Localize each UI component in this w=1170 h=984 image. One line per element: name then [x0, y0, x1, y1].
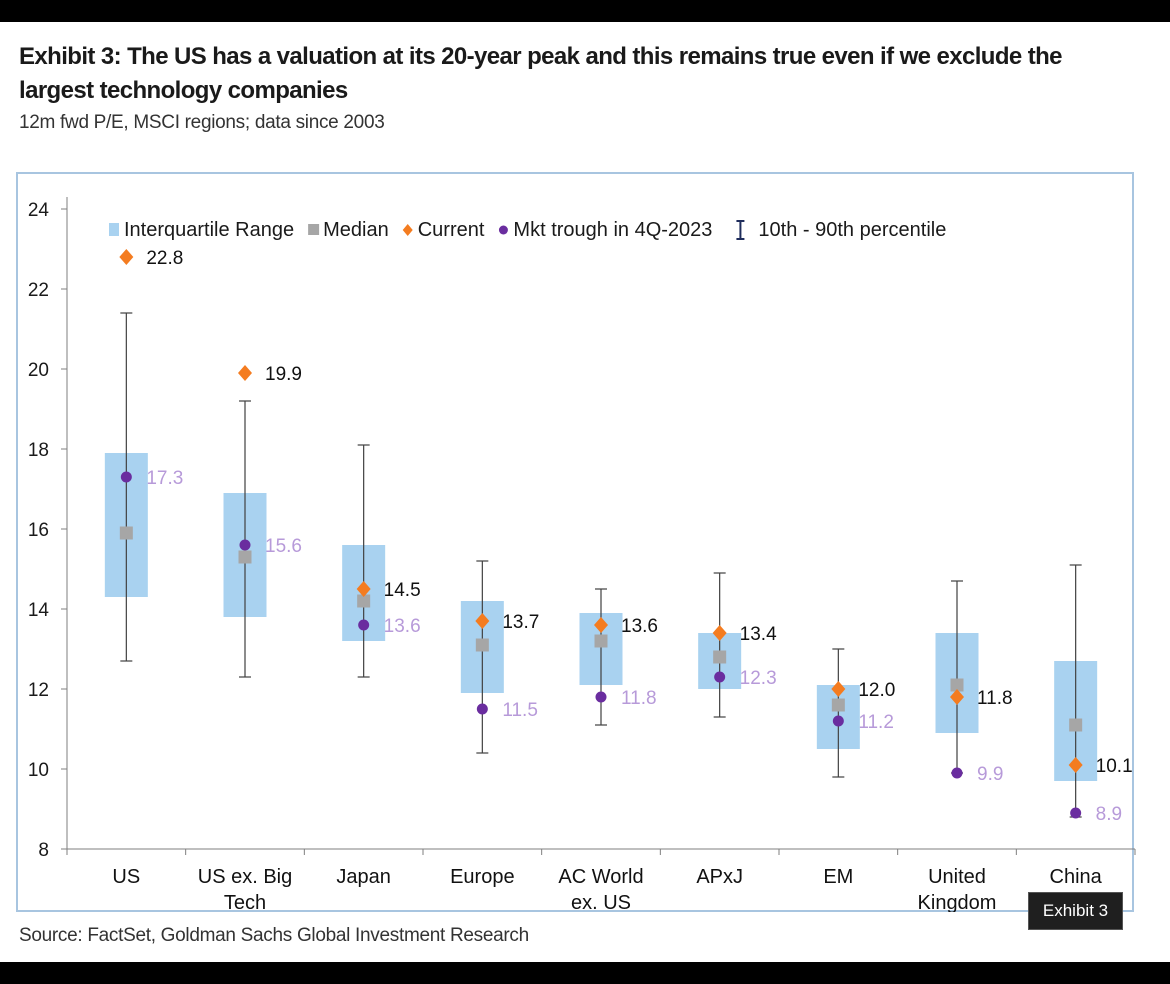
current-value-label: 13.6 — [621, 616, 658, 637]
y-tick-label: 12 — [28, 680, 49, 701]
trough-value-label: 11.5 — [502, 700, 538, 721]
current-marker — [831, 681, 846, 697]
category-label: US ex. Big — [198, 866, 292, 888]
current-value-label: 14.5 — [384, 580, 421, 601]
category-label: United — [928, 866, 986, 888]
y-tick-label: 22 — [28, 280, 49, 301]
median-marker — [1069, 718, 1083, 732]
legend-label-median: Median — [323, 219, 389, 241]
trough-marker — [714, 671, 726, 683]
trough-value-label: 9.9 — [977, 764, 1003, 785]
current-marker — [356, 581, 371, 597]
median-marker — [713, 650, 727, 664]
median-marker — [119, 526, 133, 540]
median-marker — [950, 678, 964, 692]
page: Exhibit 3: The US has a valuation at its… — [0, 22, 1170, 962]
current-value-label: 22.8 — [146, 248, 183, 269]
category-label: Japan — [336, 866, 391, 888]
current-marker — [594, 617, 608, 633]
y-tick-label: 18 — [28, 440, 49, 461]
category-label: APxJ — [696, 866, 743, 888]
trough-value-label: 11.8 — [621, 688, 657, 709]
y-tick-label: 14 — [28, 600, 50, 621]
legend-label-pct: 10th - 90th percentile — [758, 219, 946, 241]
current-value-label: 13.4 — [740, 624, 777, 645]
current-marker — [119, 249, 134, 265]
exhibit-title: Exhibit 3: The US has a valuation at its… — [19, 43, 1063, 104]
trough-value-label: 13.6 — [384, 616, 421, 637]
trough-value-label: 17.3 — [146, 468, 183, 489]
trough-marker — [951, 767, 963, 779]
trough-value-label: 8.9 — [1096, 804, 1122, 825]
current-marker — [1068, 757, 1083, 773]
median-marker — [831, 698, 845, 712]
category-label: China — [1050, 866, 1103, 888]
current-value-label: 11.8 — [977, 688, 1013, 709]
category-label: ex. US — [571, 892, 631, 912]
current-marker — [475, 613, 490, 629]
median-marker — [475, 638, 489, 652]
trough-value-label: 15.6 — [265, 536, 302, 557]
legend-current-swatch — [402, 224, 413, 236]
trough-marker — [476, 703, 488, 715]
y-tick-label: 24 — [28, 200, 50, 221]
chart-frame — [16, 172, 1134, 912]
exhibit-subtitle: 12m fwd P/E, MSCI regions; data since 20… — [19, 112, 385, 133]
current-marker — [950, 689, 964, 705]
trough-marker — [239, 539, 251, 551]
box-plot-chart: 8 10 12 14 16 18 20 22 24 22.8 17.3 US 19.9 15.6 US ex… — [28, 197, 1136, 912]
legend-median-swatch — [308, 224, 320, 235]
category-label: Europe — [450, 866, 515, 888]
current-value-label: 19.9 — [265, 364, 302, 385]
category-label: Kingdom — [918, 892, 997, 912]
current-value-label: 13.7 — [502, 612, 539, 633]
y-tick-label: 10 — [28, 760, 49, 781]
category-label: US — [112, 866, 140, 888]
exhibit-tag: Exhibit 3 — [1028, 892, 1123, 930]
current-marker — [712, 625, 727, 641]
median-marker — [594, 634, 608, 648]
source-note: Source: FactSet, Goldman Sachs Global In… — [19, 925, 529, 946]
current-value-label: 12.0 — [858, 680, 895, 701]
median-marker — [357, 594, 371, 608]
median-marker — [238, 550, 252, 564]
trough-marker — [358, 619, 370, 631]
trough-value-label: 12.3 — [740, 668, 777, 689]
trough-marker — [595, 691, 607, 703]
current-marker — [238, 365, 252, 381]
y-tick-label: 16 — [28, 520, 49, 541]
category-label: Tech — [224, 892, 266, 912]
legend-trough-swatch — [498, 225, 508, 235]
category-label: EM — [823, 866, 853, 888]
y-tick-label: 20 — [28, 360, 49, 381]
current-value-label: 10.1 — [1096, 756, 1133, 777]
y-tick-label: 8 — [38, 840, 49, 861]
trough-marker — [1070, 807, 1082, 819]
trough-value-label: 11.2 — [858, 712, 894, 733]
legend-label-trough: Mkt trough in 4Q-2023 — [513, 219, 712, 241]
legend-label-iqr: Interquartile Range — [124, 219, 294, 241]
category-label: AC World — [558, 866, 643, 888]
trough-marker — [120, 471, 132, 483]
trough-marker — [832, 715, 844, 727]
legend-label-current: Current — [418, 219, 485, 241]
legend-iqr-swatch — [109, 223, 119, 236]
